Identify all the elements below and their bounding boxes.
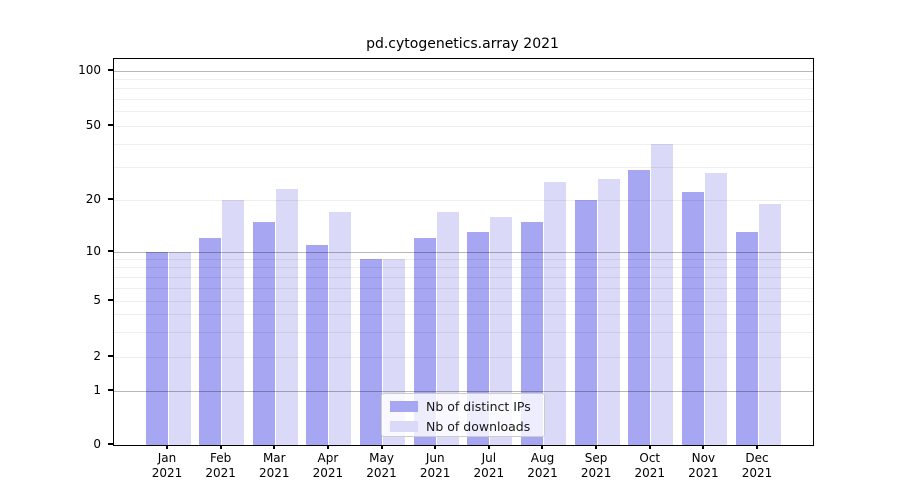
- x-tick-mark-aug: [541, 445, 544, 449]
- bar-aug-downloads: [543, 181, 566, 445]
- bar-sep-distinct-ips: [574, 200, 597, 445]
- x-tick-mark-may: [380, 445, 383, 449]
- y-tick-mark-50: [108, 124, 113, 126]
- bar-jul-downloads: [490, 216, 513, 445]
- legend-item-distinct-ips: Nb of distinct IPs: [390, 396, 544, 416]
- y-tick-mark-2: [108, 355, 113, 357]
- x-tick-label-feb: Feb 2021: [205, 451, 236, 480]
- bar-jan-downloads: [168, 252, 191, 445]
- bar-oct-distinct-ips: [628, 170, 651, 445]
- x-tick-mark-jul: [487, 445, 490, 449]
- bar-apr-downloads: [329, 212, 352, 445]
- y-tick-mark-10: [108, 250, 113, 252]
- x-tick-mark-dec: [756, 445, 759, 449]
- legend-label-distinct-ips: Nb of distinct IPs: [426, 398, 531, 414]
- x-tick-label-jul: Jul 2021: [473, 451, 505, 480]
- bar-jun-downloads: [436, 212, 459, 445]
- x-tick-mark-jan: [166, 445, 168, 449]
- legend-item-downloads: Nb of downloads: [390, 416, 544, 436]
- x-tick-mark-apr: [326, 445, 329, 449]
- y-tick-label-100: 100: [78, 63, 101, 77]
- bar-aug-distinct-ips: [520, 221, 543, 445]
- bar-sep-downloads: [597, 178, 620, 445]
- bar-dec-downloads: [758, 203, 781, 445]
- y-tick-label-5: 5: [93, 293, 101, 307]
- y-tick-label-10: 10: [85, 244, 101, 258]
- x-tick-label-mar: Mar 2021: [258, 451, 290, 480]
- bar-oct-downloads: [651, 144, 674, 445]
- x-tick-label-aug: Aug 2021: [527, 451, 558, 480]
- plot-area: Nb of distinct IPs Nb of downloads: [113, 58, 814, 446]
- bars-layer: [114, 59, 813, 445]
- legend-swatch-downloads: [390, 420, 418, 432]
- bar-may-distinct-ips: [360, 259, 383, 445]
- y-tick-label-20: 20: [85, 192, 101, 206]
- x-tick-mark-nov: [702, 445, 705, 449]
- y-tick-mark-0: [108, 443, 113, 445]
- x-tick-mark-feb: [219, 445, 222, 449]
- x-tick-label-jun: Jun 2021: [419, 451, 451, 480]
- x-tick-mark-mar: [273, 445, 276, 449]
- y-tick-label-50: 50: [85, 118, 101, 132]
- chart-title: pd.cytogenetics.array 2021: [366, 36, 559, 52]
- legend: Nb of distinct IPs Nb of downloads: [381, 393, 545, 437]
- bar-feb-distinct-ips: [199, 238, 222, 445]
- bar-mar-distinct-ips: [252, 221, 275, 445]
- legend-label-downloads: Nb of downloads: [426, 418, 531, 434]
- bar-dec-distinct-ips: [735, 232, 758, 445]
- bar-jul-distinct-ips: [467, 232, 490, 445]
- bar-apr-distinct-ips: [306, 244, 329, 445]
- x-tick-mark-oct: [648, 445, 651, 449]
- bar-nov-distinct-ips: [681, 192, 704, 445]
- y-tick-mark-5: [108, 299, 113, 301]
- x-tick-mark-jun: [434, 445, 437, 449]
- y-tick-label-1: 1: [93, 383, 101, 397]
- bar-mar-downloads: [275, 188, 298, 445]
- x-tick-label-apr: Apr 2021: [312, 451, 344, 480]
- x-tick-label-sep: Sep 2021: [580, 451, 612, 480]
- x-tick-mark-sep: [595, 445, 598, 449]
- bar-jan-distinct-ips: [145, 252, 168, 445]
- legend-swatch-distinct-ips: [390, 400, 418, 412]
- bar-nov-downloads: [704, 172, 727, 445]
- x-tick-label-may: May 2021: [366, 451, 397, 480]
- bar-feb-downloads: [222, 200, 245, 445]
- x-tick-label-dec: Dec 2021: [741, 451, 773, 480]
- x-tick-label-oct: Oct 2021: [634, 451, 666, 480]
- x-tick-label-nov: Nov 2021: [688, 451, 719, 480]
- y-tick-mark-20: [108, 198, 113, 200]
- y-tick-mark-100: [108, 69, 113, 71]
- y-tick-label-0: 0: [93, 437, 101, 451]
- y-tick-label-2: 2: [93, 349, 101, 363]
- x-tick-label-jan: Jan 2021: [151, 451, 183, 480]
- y-tick-mark-1: [108, 389, 113, 391]
